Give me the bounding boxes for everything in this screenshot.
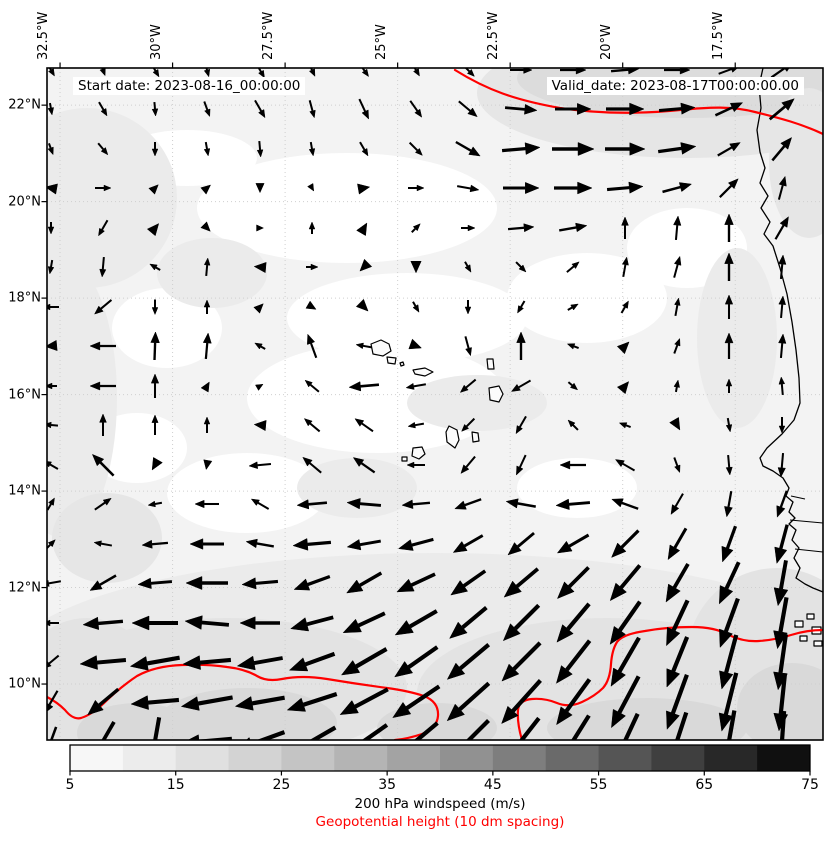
colorbar-tick-label: 5 [65,777,75,793]
colorbar-tick-label: 55 [589,777,608,793]
coastline [370,68,823,647]
x-tick-label: 30°W [148,24,164,60]
y-tick-label: 18°N [8,290,41,306]
x-tick-label: 17.5°W [711,11,727,60]
graticule [47,68,823,740]
start-date-title: Start date: 2023-08-16_00:00:00 [73,77,306,95]
colorbar-tick-label: 65 [695,777,714,793]
colorbar-label: 200 hPa windspeed (m/s) [354,796,526,812]
contour-legend-label: Geopotential height (10 dm spacing) [315,814,565,830]
valid-date-title: Valid_date: 2023-08-17T00:00:00.00 [546,77,804,95]
x-tick-label: 27.5°W [261,11,277,60]
y-tick-label: 10°N [8,676,41,692]
colorbar-tick-label: 45 [483,777,502,793]
map-area [47,68,823,740]
colorbar-tick-label: 35 [378,777,397,793]
y-tick-label: 22°N [8,97,41,113]
x-tick-label: 22.5°W [486,11,502,60]
x-tick-label: 32.5°W [36,11,52,60]
x-tick-label: 25°W [373,24,389,60]
y-tick-label: 20°N [8,194,41,210]
y-tick-label: 16°N [8,387,41,403]
x-tick-label: 20°W [598,24,614,60]
y-tick-label: 12°N [8,580,41,596]
colorbar [69,744,811,776]
wind-arrows [47,68,823,740]
axis-ticks [41,62,736,685]
colorbar-tick-label: 75 [801,777,819,793]
axes-frame [46,67,824,741]
y-tick-label: 14°N [8,483,41,499]
colorbar-tick-label: 25 [272,777,291,793]
colorbar-tick-label: 15 [166,777,185,793]
